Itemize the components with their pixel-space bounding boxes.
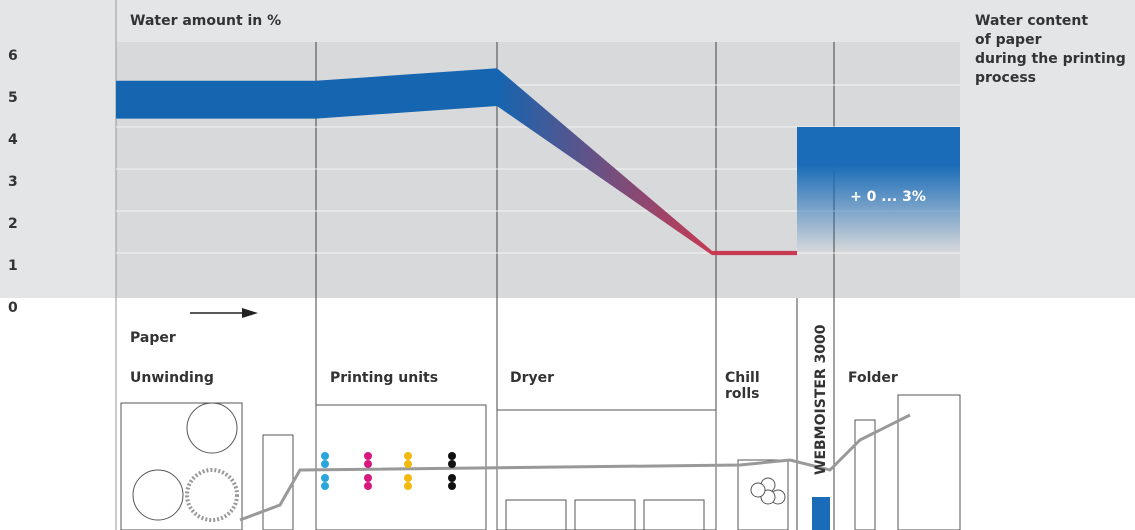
annotation-line: process: [975, 70, 1036, 86]
y-tick-label: 0: [8, 300, 18, 316]
machinery: [120, 394, 961, 530]
adjustment-block: [797, 127, 960, 253]
adjustment-label: + 0 ... 3%: [850, 189, 926, 205]
y-tick-label: 4: [8, 132, 18, 148]
annotation: Water content of paper during the printing…: [975, 13, 1126, 86]
stage-label: Chill rolls: [725, 370, 760, 402]
y-tick-label: 1: [8, 258, 18, 274]
arrow-head: [242, 308, 258, 318]
annotation-line: during the printing: [975, 51, 1126, 67]
y-tick-label: 5: [8, 90, 18, 106]
direction-label: Paper: [130, 330, 176, 346]
stage-label: WEBMOISTER 3000: [813, 324, 829, 475]
stage-label: Folder: [848, 370, 898, 386]
y-tick-label: 3: [8, 174, 18, 190]
y-tick-label: 6: [8, 48, 18, 64]
chart-title: Water amount in %: [130, 13, 281, 29]
y-tick-label: 2: [8, 216, 18, 232]
stage-label: Printing units: [330, 370, 438, 386]
annotation-line: Water content: [975, 13, 1088, 29]
stage-label: Dryer: [510, 370, 554, 386]
stage-label: Unwinding: [130, 370, 214, 386]
annotation-line: of paper: [975, 32, 1042, 48]
water-band: [116, 68, 797, 256]
